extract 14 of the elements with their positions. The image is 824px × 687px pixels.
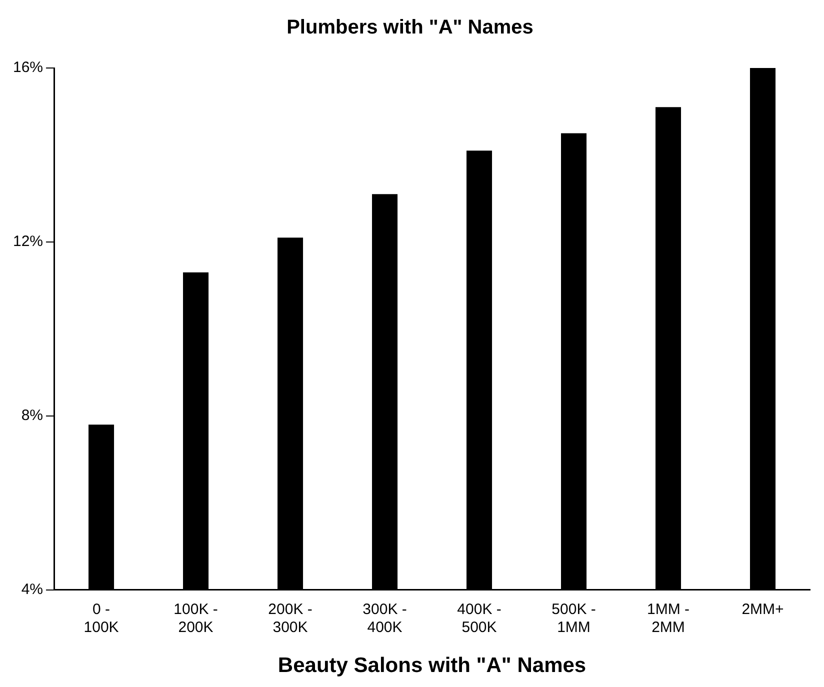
y-tick-label: 12% (12, 233, 44, 250)
x-tick-label: 1MM - 2MM (647, 600, 690, 636)
x-tick-label: 500K - 1MM (552, 600, 596, 636)
x-tick-label: 200K - 300K (268, 600, 312, 636)
x-tick-label: 400K - 500K (457, 600, 502, 636)
x-tick-label: 0 - 100K (84, 600, 119, 636)
y-tick-label: 8% (21, 407, 44, 424)
chart-title: Plumbers with "A" Names (286, 16, 534, 39)
x-tick-label: 2MM+ (742, 600, 784, 618)
x-tick-label: 100K - 200K (174, 600, 218, 636)
y-tick-label: 4% (21, 580, 44, 598)
x-tick-label: 300K - 400K (362, 600, 407, 636)
x-axis-title: Beauty Salons with "A" Names (278, 654, 586, 678)
y-tick-label: 16% (12, 59, 44, 76)
